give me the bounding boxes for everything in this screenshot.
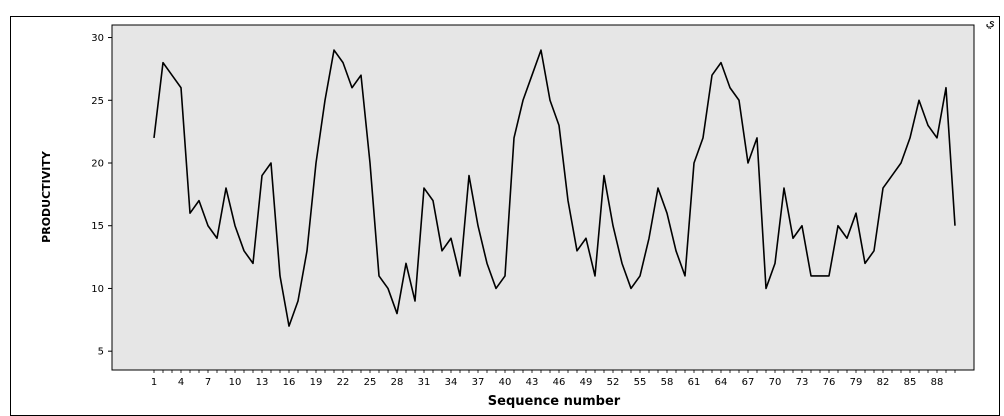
- x-tick-label: 43: [526, 377, 539, 388]
- x-tick-label: 46: [553, 377, 566, 388]
- x-tick-label: 85: [904, 377, 917, 388]
- x-tick-label: 64: [715, 377, 728, 388]
- x-tick-label: 16: [283, 377, 296, 388]
- y-axis: 5 10 15 20 25 30: [91, 33, 112, 358]
- x-tick-label: 40: [499, 377, 512, 388]
- x-tick-label: 10: [229, 377, 242, 388]
- x-tick-label: 19: [310, 377, 323, 388]
- x-tick-label: 58: [661, 377, 674, 388]
- x-axis: 1 4 7 10 13 16 19 22 25 28 31 34 37 40 43 46 49 52 55 58 61 6…: [151, 370, 956, 388]
- productivity-series-line: [153, 49, 956, 327]
- y-tick-label: 10: [91, 284, 104, 295]
- x-tick-label: 79: [850, 377, 863, 388]
- x-tick-label: 22: [337, 377, 350, 388]
- x-tick-label: 82: [877, 377, 890, 388]
- y-tick-label: 5: [98, 347, 104, 358]
- x-tick-label: 52: [607, 377, 620, 388]
- x-tick-label: 67: [742, 377, 755, 388]
- y-tick-label: 20: [91, 159, 104, 170]
- x-axis-title: Sequence number: [488, 394, 621, 409]
- x-tick-label: 7: [205, 377, 211, 388]
- x-tick-label: 34: [445, 377, 458, 388]
- x-tick-label: 49: [580, 377, 593, 388]
- x-tick-label: 28: [391, 377, 404, 388]
- y-tick-label: 25: [91, 96, 104, 107]
- x-tick-label: 55: [634, 377, 647, 388]
- x-tick-label: 76: [823, 377, 836, 388]
- x-tick-label: 1: [151, 377, 157, 388]
- x-tick-label: 31: [418, 377, 431, 388]
- y-axis-title: PRODUCTIVITY: [40, 150, 53, 243]
- y-tick-label: 30: [91, 33, 104, 44]
- corner-mark: ي: [985, 15, 995, 29]
- x-tick-label: 25: [364, 377, 377, 388]
- x-tick-label: 4: [178, 377, 184, 388]
- plot-area: [111, 24, 975, 371]
- x-tick-label: 13: [256, 377, 269, 388]
- x-tick-label: 61: [688, 377, 701, 388]
- x-tick-label: 73: [796, 377, 809, 388]
- x-tick-label: 88: [931, 377, 944, 388]
- x-tick-label: 70: [769, 377, 782, 388]
- x-tick-label: 37: [472, 377, 485, 388]
- y-tick-label: 15: [91, 221, 104, 232]
